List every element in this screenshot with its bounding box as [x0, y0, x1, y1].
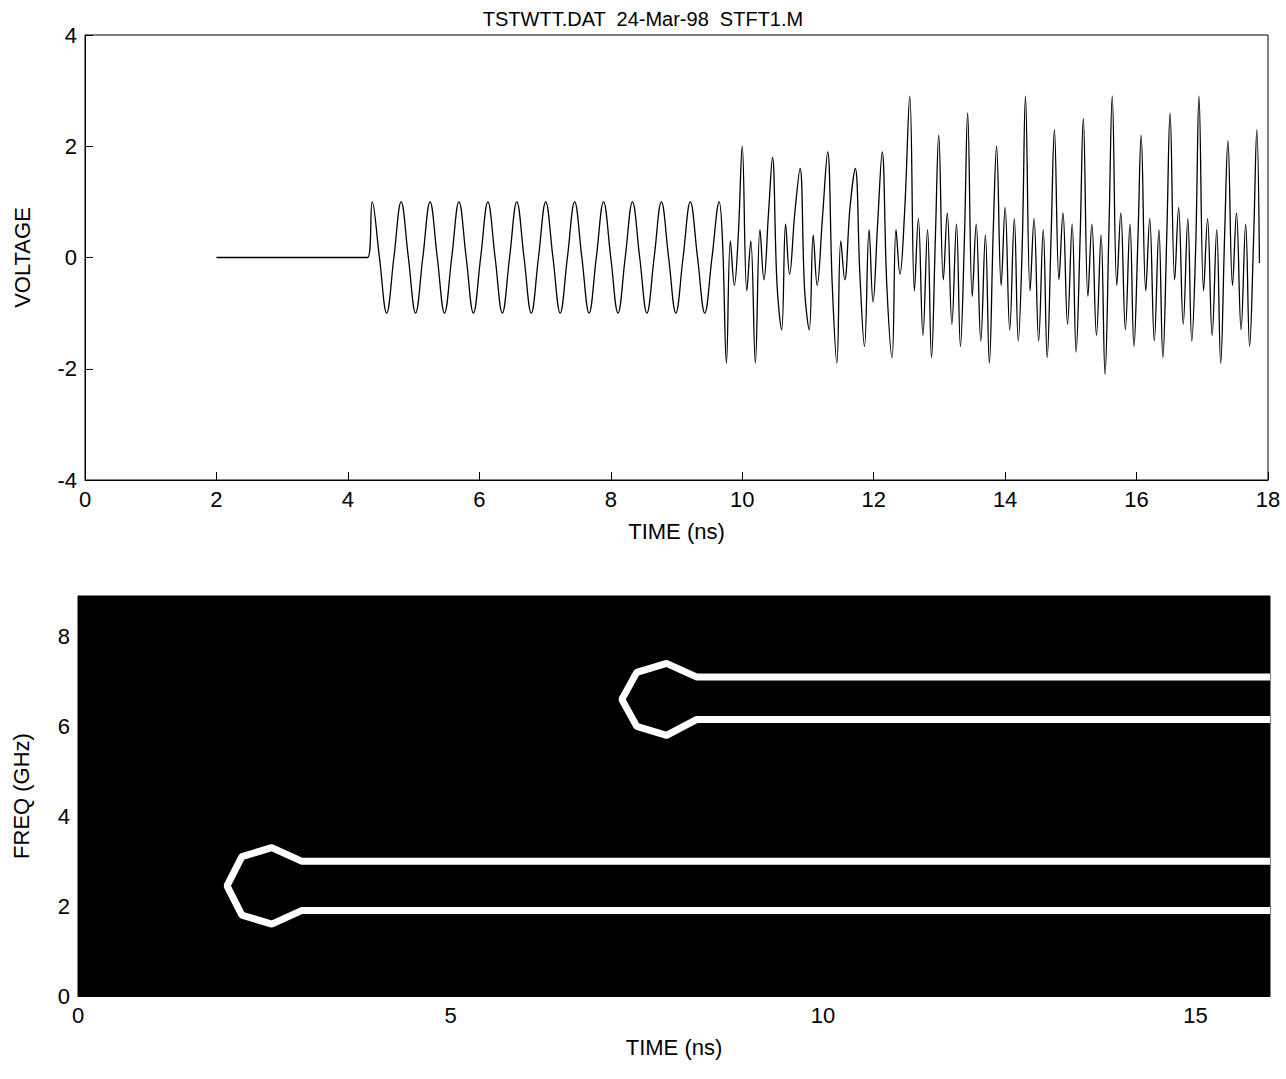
svg-text:6: 6 — [473, 487, 485, 512]
svg-text:0: 0 — [65, 245, 77, 270]
svg-text:8: 8 — [605, 487, 617, 512]
svg-text:-2: -2 — [57, 356, 77, 381]
svg-text:VOLTAGE: VOLTAGE — [10, 207, 35, 308]
svg-text:10: 10 — [730, 487, 754, 512]
svg-text:18: 18 — [1256, 487, 1280, 512]
svg-text:0: 0 — [72, 1003, 84, 1028]
svg-text:2: 2 — [58, 894, 70, 919]
svg-text:6: 6 — [58, 714, 70, 739]
svg-text:TIME (ns): TIME (ns) — [628, 519, 725, 544]
svg-text:TIME (ns): TIME (ns) — [626, 1035, 723, 1060]
svg-text:0: 0 — [79, 487, 91, 512]
svg-text:12: 12 — [861, 487, 885, 512]
svg-text:4: 4 — [342, 487, 354, 512]
svg-text:15: 15 — [1183, 1003, 1207, 1028]
svg-text:4: 4 — [65, 23, 77, 48]
svg-text:2: 2 — [210, 487, 222, 512]
svg-text:5: 5 — [444, 1003, 456, 1028]
svg-text:0: 0 — [58, 984, 70, 1009]
svg-text:TSTWTT.DAT 24-Mar-98 STFT1.M: TSTWTT.DAT 24-Mar-98 STFT1.M — [483, 8, 803, 30]
svg-text:-4: -4 — [57, 468, 77, 493]
svg-text:2: 2 — [65, 134, 77, 159]
svg-text:8: 8 — [58, 624, 70, 649]
svg-text:14: 14 — [993, 487, 1017, 512]
svg-text:16: 16 — [1124, 487, 1148, 512]
svg-text:4: 4 — [58, 804, 70, 829]
svg-text:10: 10 — [811, 1003, 835, 1028]
svg-text:FREQ (GHz): FREQ (GHz) — [9, 733, 34, 859]
